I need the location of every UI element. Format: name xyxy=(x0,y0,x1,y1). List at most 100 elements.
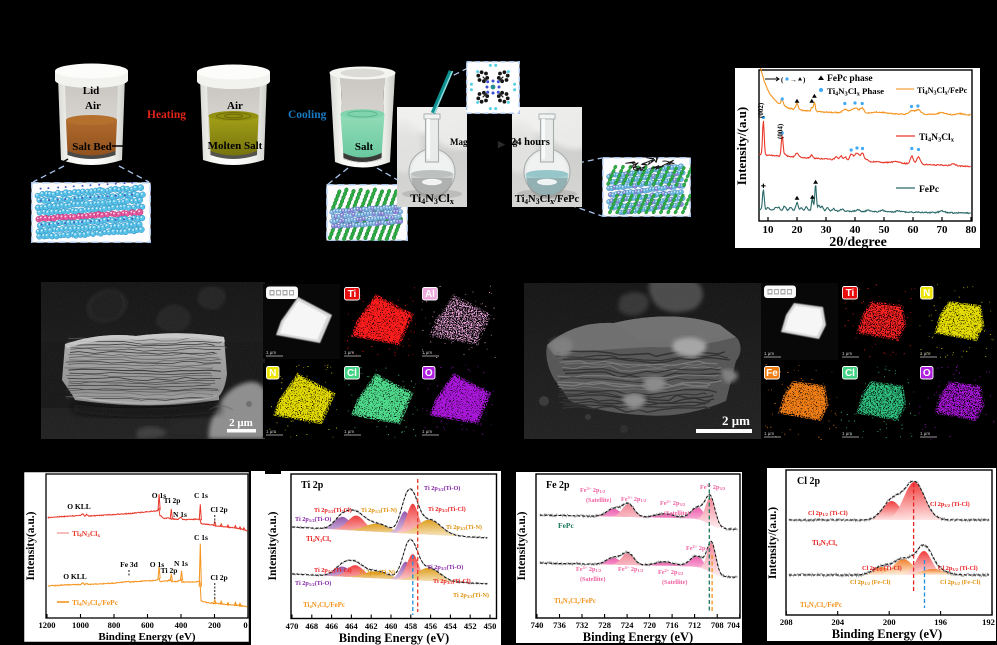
svg-text:456: 456 xyxy=(424,621,437,631)
svg-text:Fe3+ 2p1/2: Fe3+ 2p1/2 xyxy=(618,565,644,573)
svg-text:Ti4N3Clx/FePc: Ti4N3Clx/FePc xyxy=(515,194,580,206)
svg-text:Fe 3d: Fe 3d xyxy=(120,560,139,569)
svg-text:Ti 2p3/2(Ti-O): Ti 2p3/2(Ti-O) xyxy=(424,485,460,492)
svg-text:Cl 2p: Cl 2p xyxy=(797,476,821,487)
svg-text:N 1s: N 1s xyxy=(174,559,188,568)
svg-text:Fe 2p: Fe 2p xyxy=(546,480,570,491)
svg-text:Cl 2p: Cl 2p xyxy=(210,573,227,582)
svg-text:Fe2+ 2p3/2: Fe2+ 2p3/2 xyxy=(658,568,684,576)
svg-text:O: O xyxy=(923,368,931,379)
svg-text:70: 70 xyxy=(937,224,949,236)
svg-text:462: 462 xyxy=(365,621,378,631)
svg-text:720: 720 xyxy=(643,620,656,630)
svg-text:454: 454 xyxy=(444,621,458,631)
svg-text:Cl 2p: Cl 2p xyxy=(210,505,227,514)
svg-text:Salt: Salt xyxy=(355,141,374,153)
svg-text:N: N xyxy=(269,368,276,379)
svg-text:2 μm: 2 μm xyxy=(722,413,750,428)
svg-text:Cl: Cl xyxy=(845,368,855,379)
svg-text:Ti 2p1/2(Ti-O): Ti 2p1/2(Ti-O) xyxy=(295,516,331,523)
svg-text:FePc: FePc xyxy=(558,521,574,530)
svg-text:204: 204 xyxy=(831,617,845,627)
svg-text:(Satellite): (Satellite) xyxy=(662,579,687,586)
svg-text:Al: Al xyxy=(425,289,435,300)
svg-text:80: 80 xyxy=(966,224,978,236)
svg-text:Fe2+ 2p3/2: Fe2+ 2p3/2 xyxy=(660,499,686,507)
svg-text:2 μm: 2 μm xyxy=(229,417,253,429)
svg-text:→: → xyxy=(790,76,797,84)
svg-text:C 1s: C 1s xyxy=(194,491,208,500)
svg-text:Fe2+ 2p3/2: Fe2+ 2p3/2 xyxy=(686,544,712,552)
svg-text:Lid: Lid xyxy=(83,85,100,97)
svg-text:Ti 2p1/2(Ti-N): Ti 2p1/2(Ti-N) xyxy=(359,569,395,576)
svg-text:1 μm: 1 μm xyxy=(764,431,774,436)
svg-text:Fe3+ 2p1/2: Fe3+ 2p1/2 xyxy=(621,495,647,503)
svg-text:(002): (002) xyxy=(757,102,765,118)
svg-text:Binding Energy (eV): Binding Energy (eV) xyxy=(832,627,942,641)
svg-text:O KLL: O KLL xyxy=(63,572,87,581)
svg-text:(: ( xyxy=(781,76,784,84)
svg-text:1 μm: 1 μm xyxy=(344,429,354,434)
svg-text:Intensity/(a.u): Intensity/(a.u) xyxy=(735,107,749,185)
svg-text:Ti4N3Clx/FePc: Ti4N3Clx/FePc xyxy=(917,86,968,97)
svg-text:Ti 2p1/2(Ti-O): Ti 2p1/2(Ti-O) xyxy=(295,580,331,587)
svg-text:724: 724 xyxy=(621,620,635,630)
svg-text:✚: ✚ xyxy=(761,183,766,190)
svg-text:Ti 2p1/2(Ti-N): Ti 2p1/2(Ti-N) xyxy=(361,507,397,514)
svg-text:458: 458 xyxy=(404,621,417,631)
svg-text:Ti4N3Clx/FePc: Ti4N3Clx/FePc xyxy=(303,601,345,609)
svg-text:1 μm: 1 μm xyxy=(842,351,852,356)
svg-text:728: 728 xyxy=(598,620,611,630)
svg-text:(Satellite): (Satellite) xyxy=(586,497,611,504)
svg-text:1 μm: 1 μm xyxy=(422,429,432,434)
svg-text:200: 200 xyxy=(883,617,896,627)
svg-text:800: 800 xyxy=(108,620,121,630)
svg-text:30: 30 xyxy=(821,224,833,236)
svg-text:C 1s: C 1s xyxy=(194,533,208,542)
svg-text:208: 208 xyxy=(780,617,793,627)
svg-text:Binding Energy (eV): Binding Energy (eV) xyxy=(583,630,693,643)
svg-text:O: O xyxy=(425,368,433,379)
svg-text:Ti: Ti xyxy=(348,289,357,300)
svg-text:N: N xyxy=(923,288,930,299)
svg-text:Ti 2p3/2(Ti-Cl): Ti 2p3/2(Ti-Cl) xyxy=(433,578,471,585)
svg-text:1 μm: 1 μm xyxy=(764,351,774,356)
svg-text:1 μm: 1 μm xyxy=(842,431,852,436)
svg-text:Intensity(a.u.): Intensity(a.u.) xyxy=(267,511,279,580)
svg-text:600: 600 xyxy=(141,620,154,630)
svg-text:Cl 2p3/2 (Ti-Cl): Cl 2p3/2 (Ti-Cl) xyxy=(938,565,978,572)
svg-text:Ti: Ti xyxy=(846,288,855,299)
svg-text:470: 470 xyxy=(286,621,299,631)
svg-text:Binding Energy (eV): Binding Energy (eV) xyxy=(98,631,196,643)
svg-text:1 μm: 1 μm xyxy=(344,350,354,355)
svg-text:196: 196 xyxy=(934,617,947,627)
svg-text:(Satellite): (Satellite) xyxy=(664,510,689,517)
svg-text:740: 740 xyxy=(531,620,544,630)
svg-text:Intensity(a.u.): Intensity(a.u.) xyxy=(516,511,528,580)
svg-text:1 μm: 1 μm xyxy=(920,431,930,436)
svg-text:): ) xyxy=(803,76,806,84)
svg-text:1000: 1000 xyxy=(72,620,89,630)
svg-text:1 μm: 1 μm xyxy=(266,429,276,434)
svg-text:Ti 2p3/2(Ti-N): Ti 2p3/2(Ti-N) xyxy=(453,592,489,599)
svg-text:Ti 2p3/2(Ti-N): Ti 2p3/2(Ti-N) xyxy=(446,524,482,531)
svg-text:Ti4N3Clx/FePc: Ti4N3Clx/FePc xyxy=(72,598,119,608)
svg-text:O 1s: O 1s xyxy=(150,560,164,569)
svg-text:732: 732 xyxy=(576,620,589,630)
svg-text:O KLL: O KLL xyxy=(67,502,91,511)
svg-text:10: 10 xyxy=(763,224,775,236)
svg-text:(Satellite): (Satellite) xyxy=(580,576,605,583)
svg-text:Fe3+ 2p1/2: Fe3+ 2p1/2 xyxy=(576,565,602,573)
svg-text:1 μm: 1 μm xyxy=(422,350,432,355)
svg-text:Ti 2p: Ti 2p xyxy=(301,480,324,491)
svg-text:Binding Energy (eV): Binding Energy (eV) xyxy=(339,631,449,645)
svg-text:Ti4N3Clx: Ti4N3Clx xyxy=(410,191,454,206)
svg-text:Cl 2p1/2 (Fe-Cl): Cl 2p1/2 (Fe-Cl) xyxy=(850,579,891,586)
svg-text:712: 712 xyxy=(688,620,701,630)
svg-text:Air: Air xyxy=(85,100,101,112)
svg-text:Ti 2p1/2(Ti-Cl): Ti 2p1/2(Ti-Cl) xyxy=(314,507,352,514)
svg-text:Intensity/(a.u.): Intensity/(a.u.) xyxy=(767,507,779,579)
svg-text:468: 468 xyxy=(305,621,318,631)
svg-text:FePc phase: FePc phase xyxy=(827,74,873,84)
svg-text:Ti4N3Clx: Ti4N3Clx xyxy=(812,539,838,547)
